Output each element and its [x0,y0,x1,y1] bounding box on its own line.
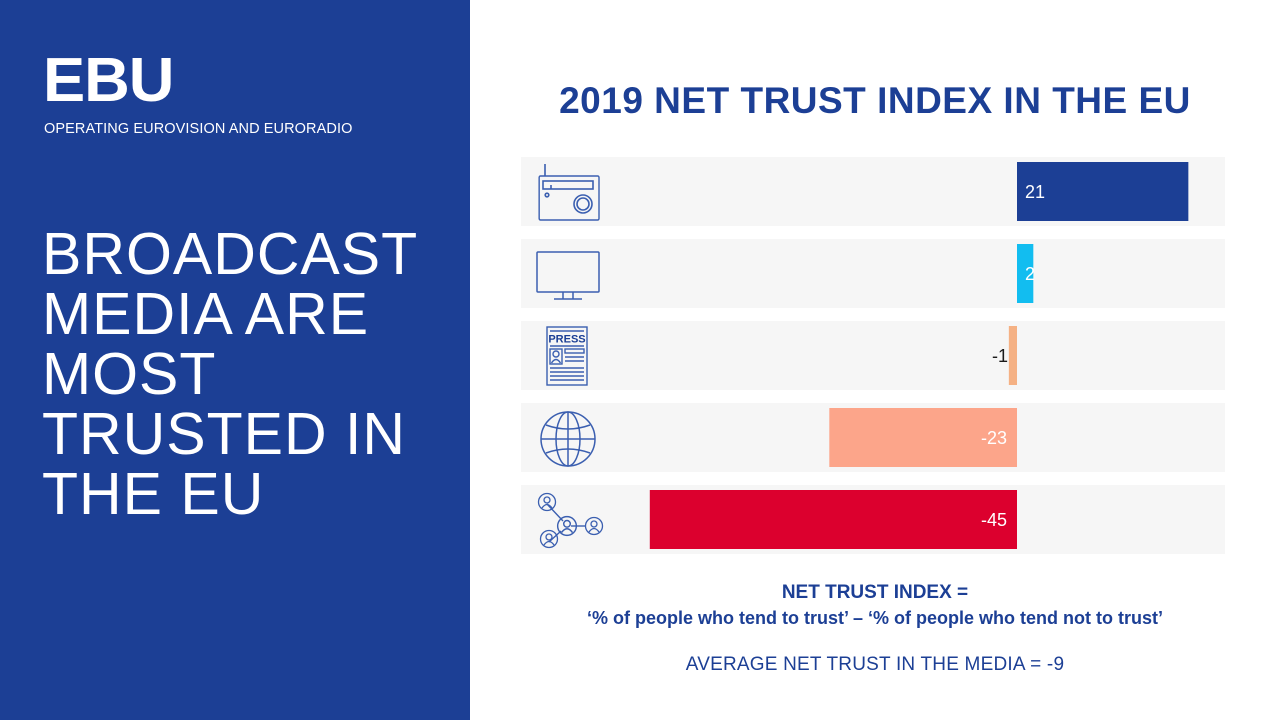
headline-line: THE EU [42,461,265,527]
left-panel: EBU OPERATING EUROVISION AND EURORADIO B… [0,0,470,720]
headline-line: TRUSTED IN [42,401,406,467]
average-net-trust: AVERAGE NET TRUST IN THE MEDIA = -9 [685,654,1065,675]
chart-row: -45 Social networks [521,483,1225,554]
brand-tagline: OPERATING EUROVISION AND EURORADIO [44,121,353,137]
ebu-logo: EBU [43,46,174,115]
chart-title: 2019 NET TRUST INDEX IN THE EU [559,80,1191,121]
bar [829,408,1017,467]
definition-formula: ‘% of people who tend to trust’ – ‘% of … [587,608,1163,628]
category-label: Television [521,238,526,240]
bar [1008,326,1017,385]
bar [649,490,1017,549]
definition-title: NET TRUST INDEX = [781,582,969,603]
chart-rows: 21 Radio 2 Television -1 Written press -23Inte… [521,156,1225,554]
category-label: Social networks [521,483,529,486]
headline: BROADCAST MEDIA ARE MOST TRUSTED IN THE … [42,224,462,524]
headline-line: MEDIA ARE [42,281,370,347]
bar-value-label: -23 [981,428,1007,448]
chart-row: -1 Written press [521,319,1225,390]
bar [1017,244,1034,303]
bar-value-label: 2 [1025,264,1035,284]
row-background [521,321,1225,390]
chart-row: 21 Radio [521,156,1225,226]
bar-value-label: 21 [1025,182,1045,202]
bar [1017,162,1189,221]
headline-line: MOST [42,341,217,407]
headline-line: BROADCAST [42,221,419,287]
globe-icon [540,411,596,467]
category-label: Written press [521,319,527,322]
chart-row: 2 Television [521,238,1225,308]
row-background [521,239,1225,308]
bar-value-label: -1 [992,346,1008,366]
category-label: Radio [521,156,524,158]
bar-value-label: -45 [981,510,1007,530]
